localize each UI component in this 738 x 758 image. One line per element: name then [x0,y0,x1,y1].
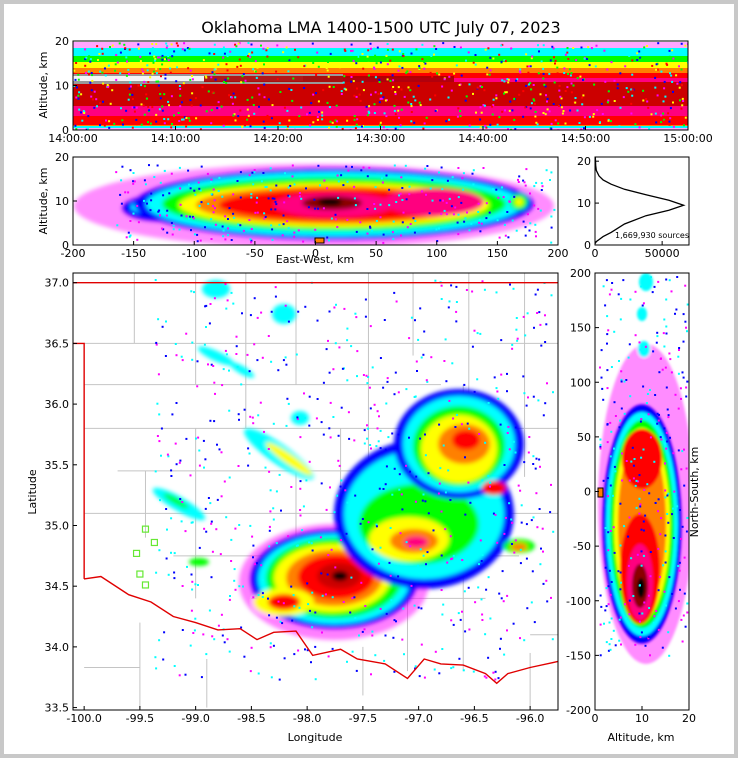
plan-view-ytick: 35.0 [45,519,70,532]
plan-view-xtick: -96.5 [460,712,488,725]
ew-height-xtick: -100 [182,247,207,260]
plan-view-xtick: -100.0 [66,712,101,725]
ew-height-xtick: 50 [369,247,383,260]
figure-page: Oklahoma LMA 1400-1500 UTC July 07, 2023… [4,4,734,754]
plan-view-xtick: -99.5 [126,712,154,725]
plan-view-ytick: 36.0 [45,398,70,411]
time-height-ylabel: Altitude, km [37,51,50,118]
ns-height-xtick: 10 [635,712,649,725]
plan-view-ytick: 33.5 [45,702,70,715]
station-marker [136,570,144,578]
station-marker [141,525,150,533]
station-marker [150,538,158,547]
ns-height-ylabel: North-South, km [688,447,701,538]
time-height-xtick: 14:30:00 [356,132,405,145]
plan-view-density [152,279,555,681]
time-height-ytick: 0 [62,124,69,137]
ns-height-ytick: -150 [566,649,591,662]
ew-height-density [73,157,558,245]
plan-view-ylabel: Latitude [26,469,39,515]
ns-height-ytick: -100 [566,595,591,608]
time-height-xtick: 15:00:00 [663,132,712,145]
ew-height-xtick: -200 [61,247,86,260]
ns-height-ytick: -50 [573,540,591,553]
ew-height-xtick: 200 [548,247,569,260]
plan-view-ytick: 34.0 [45,641,70,654]
ns-height-ytick: -200 [566,704,591,717]
time-height-xtick: 14:00:00 [48,132,97,145]
ew-height-panel: -200 -150 -100 -50 0 50 100 150 200 0 10 20 East-We… [37,151,569,266]
plan-view-xlabel: Longitude [288,731,343,744]
lma-stations [132,525,158,589]
plan-view-ytick: 35.5 [45,459,70,472]
ew-height-ytick: 0 [62,239,69,252]
ew-height-xtick: 0 [312,247,319,260]
histogram-xtick: 0 [592,247,599,260]
ns-height-ytick: 50 [577,431,591,444]
histogram-xtick: 50000 [645,247,680,260]
time-height-panel: 14:00:00 14:10:00 14:20:00 14:30:00 14:40:00… [37,35,713,145]
figure-title: Oklahoma LMA 1400-1500 UTC July 07, 2023 [201,18,560,37]
ns-height-xtick: 0 [592,712,599,725]
ew-height-ytick: 10 [55,195,69,208]
plan-view-xtick: -96.0 [516,712,544,725]
plan-view-xtick: -98.5 [237,712,265,725]
histogram-line [594,156,686,245]
time-height-ytick: 20 [55,35,69,48]
time-height-density [73,41,688,130]
plan-view-map [73,273,558,710]
ew-height-xlabel: East-West, km [276,253,354,266]
station-marker [132,549,141,558]
time-height-xtick: 14:50:00 [561,132,610,145]
ns-height-panel: 0 10 20 -200 -150 -100 -50 0 50 100 150 200 Altitud… [566,267,701,744]
plan-view-xtick: -99.0 [181,712,209,725]
time-height-xtick: 14:40:00 [458,132,507,145]
ew-height-xtick: -150 [121,247,146,260]
ns-height-density [595,273,689,710]
time-height-ytick: 10 [55,80,69,93]
plan-view-ytick: 37.0 [45,277,70,290]
ew-height-ytick: 20 [55,151,69,164]
histogram-ytick: 20 [577,155,591,168]
plan-view-xtick: -97.5 [349,712,377,725]
ns-height-xlabel: Altitude, km [607,731,674,744]
plan-view-ytick: 34.5 [45,580,70,593]
station-marker [141,581,150,589]
ew-height-ylabel: Altitude, km [37,167,50,234]
lma-figure: Oklahoma LMA 1400-1500 UTC July 07, 2023… [26,18,713,744]
plan-view-ytick: 36.5 [45,337,70,350]
altitude-histogram-panel: 1,669,930 sources 0 50000 0 10 20 [577,155,690,260]
ew-height-xtick: -50 [246,247,264,260]
time-height-xtick: 14:10:00 [151,132,200,145]
ew-height-xtick: 150 [487,247,508,260]
state-border [73,282,558,685]
ns-height-ytick: 150 [570,322,591,335]
ew-height-xtick: 100 [426,247,447,260]
ns-height-ytick: 200 [570,267,591,280]
ns-height-ytick: 0 [584,486,591,499]
plan-view-xtick: -97.0 [404,712,432,725]
plan-view-xtick: -98.0 [293,712,321,725]
time-height-xtick: 14:20:00 [253,132,302,145]
histogram-ytick: 10 [577,197,591,210]
ns-height-ytick: 100 [570,376,591,389]
sources-count-annotation: 1,669,930 sources [615,231,689,240]
histogram-ytick: 0 [584,239,591,252]
plan-view-panel: -100.0 -99.5 -99.0 -98.5 -98.0 -97.5 -97.0 -96.… [26,272,559,744]
ns-height-xtick: 20 [682,712,696,725]
